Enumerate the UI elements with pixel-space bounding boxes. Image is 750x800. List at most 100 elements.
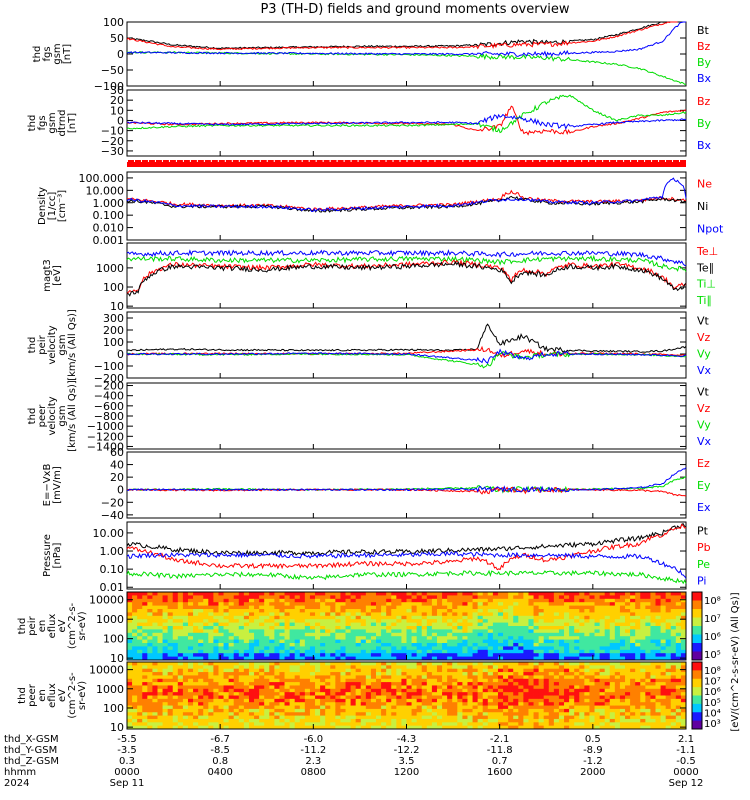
spectrogram-cell bbox=[223, 672, 230, 676]
spectrogram-cell bbox=[614, 678, 621, 683]
flag-tick bbox=[476, 160, 478, 162]
spectrogram-cell bbox=[147, 646, 153, 651]
spectrogram-cell bbox=[503, 615, 509, 620]
spectrogram-cell bbox=[650, 705, 656, 710]
spectrogram-cell bbox=[315, 636, 321, 640]
spectrogram-cell bbox=[157, 675, 163, 680]
spectrogram-cell bbox=[472, 715, 479, 720]
spectrogram-cell bbox=[421, 692, 428, 696]
spectrogram-cell bbox=[218, 692, 224, 696]
spectrogram-cell bbox=[360, 678, 367, 683]
spectrogram-cell bbox=[370, 626, 377, 630]
spectrogram-cell bbox=[355, 665, 362, 670]
spectrogram-cell bbox=[396, 715, 402, 720]
spectrogram-cell bbox=[472, 605, 479, 610]
spectrogram-cell bbox=[203, 662, 209, 666]
spectrogram-cell bbox=[447, 715, 453, 720]
spectrogram-cell bbox=[487, 702, 494, 706]
spectrogram-cell bbox=[584, 698, 590, 703]
spectrogram-cell bbox=[558, 668, 565, 673]
spectrogram-cell bbox=[655, 668, 661, 673]
flag-tick bbox=[392, 160, 394, 162]
spectrogram-cell bbox=[203, 682, 209, 686]
spectrogram-cell bbox=[436, 718, 443, 723]
spectrogram-cell bbox=[167, 619, 174, 623]
spectrogram-cell bbox=[157, 662, 163, 666]
spectrogram-cell bbox=[213, 702, 219, 706]
spectrogram-cell bbox=[518, 695, 524, 700]
spectrogram-cell bbox=[289, 688, 296, 693]
spectrogram-cell bbox=[513, 662, 519, 666]
spectrogram-cell bbox=[426, 715, 433, 720]
y-tick-label: 10000 bbox=[89, 664, 124, 677]
spectrogram-cell bbox=[675, 646, 682, 651]
spectrogram-cell bbox=[579, 656, 585, 661]
spectrogram-cell bbox=[655, 725, 661, 730]
spectrogram-cell bbox=[142, 615, 148, 620]
spectrogram-cell bbox=[370, 602, 377, 606]
spectrogram-cell bbox=[625, 678, 631, 683]
spectrogram-cell bbox=[147, 675, 153, 680]
spectrogram-cell bbox=[203, 718, 209, 723]
spectrogram-cell bbox=[350, 649, 357, 654]
spectrogram-cell bbox=[472, 595, 479, 600]
spectrogram-cell bbox=[218, 592, 224, 596]
spectrogram-cell bbox=[381, 722, 387, 727]
spectrogram-cell bbox=[279, 639, 285, 644]
spectrogram-cell bbox=[442, 649, 448, 654]
spectrogram-cell bbox=[370, 715, 377, 720]
spectrogram-cell bbox=[492, 609, 499, 613]
spectrogram-cell bbox=[315, 692, 321, 696]
spectrogram-cell bbox=[386, 629, 392, 634]
spectrogram-cell bbox=[543, 668, 550, 673]
spectrogram-cell bbox=[416, 643, 423, 647]
date-label-start: Sep 11 bbox=[110, 778, 145, 789]
spectrogram-cell bbox=[365, 668, 372, 673]
spectrogram-cell bbox=[630, 656, 636, 661]
spectrogram-cell bbox=[680, 695, 687, 700]
spectrogram-cell bbox=[660, 688, 667, 693]
spectrogram-cell bbox=[370, 692, 377, 696]
spectrogram-cell bbox=[284, 702, 291, 706]
spectrogram-cell bbox=[487, 725, 494, 730]
spectrogram-cell bbox=[233, 619, 240, 623]
spectrogram-cell bbox=[147, 708, 153, 713]
spectrogram-cell bbox=[274, 718, 280, 723]
spectrogram-cell bbox=[370, 678, 377, 683]
spectrogram-cell bbox=[655, 712, 661, 716]
spectrogram-cell bbox=[167, 629, 174, 634]
spectrogram-cell bbox=[630, 725, 636, 730]
spectrogram-cell bbox=[447, 692, 453, 696]
spectrogram-cell bbox=[558, 636, 565, 640]
year-label: 2024 bbox=[4, 778, 29, 789]
spectrogram-cell bbox=[457, 695, 463, 700]
spectrogram-cell bbox=[320, 675, 326, 680]
spectrogram-cell bbox=[401, 615, 407, 620]
spectrogram-cell bbox=[289, 636, 296, 640]
spectrogram-cell bbox=[680, 598, 687, 603]
spectrogram-cell bbox=[518, 643, 524, 647]
spectrogram-cell bbox=[269, 626, 275, 630]
spectrogram-cell bbox=[660, 708, 667, 713]
spectrogram-cell bbox=[655, 698, 661, 703]
spectrogram-cell bbox=[157, 715, 163, 720]
spectrogram-cell bbox=[584, 688, 590, 693]
spectrogram-cell bbox=[142, 685, 148, 690]
spectrogram-cell bbox=[558, 615, 565, 620]
spectrogram-cell bbox=[350, 675, 357, 680]
spectrogram-cell bbox=[376, 708, 382, 713]
spectrogram-cell bbox=[487, 698, 494, 703]
spectrogram-cell bbox=[594, 722, 601, 727]
spectrogram-cell bbox=[309, 662, 316, 666]
spectrogram-cell bbox=[401, 622, 407, 627]
spectrogram-cell bbox=[208, 725, 214, 730]
spectrogram-cell bbox=[345, 639, 351, 644]
spectrogram-cell bbox=[142, 632, 148, 637]
spectrogram-cell bbox=[619, 619, 626, 623]
spectrogram-cell bbox=[482, 692, 489, 696]
spectrogram-cell bbox=[243, 602, 250, 606]
colorbar-segment bbox=[692, 643, 702, 652]
spectrogram-cell bbox=[650, 646, 656, 651]
spectrogram-cell bbox=[645, 646, 651, 651]
spectrogram-cell bbox=[680, 605, 687, 610]
